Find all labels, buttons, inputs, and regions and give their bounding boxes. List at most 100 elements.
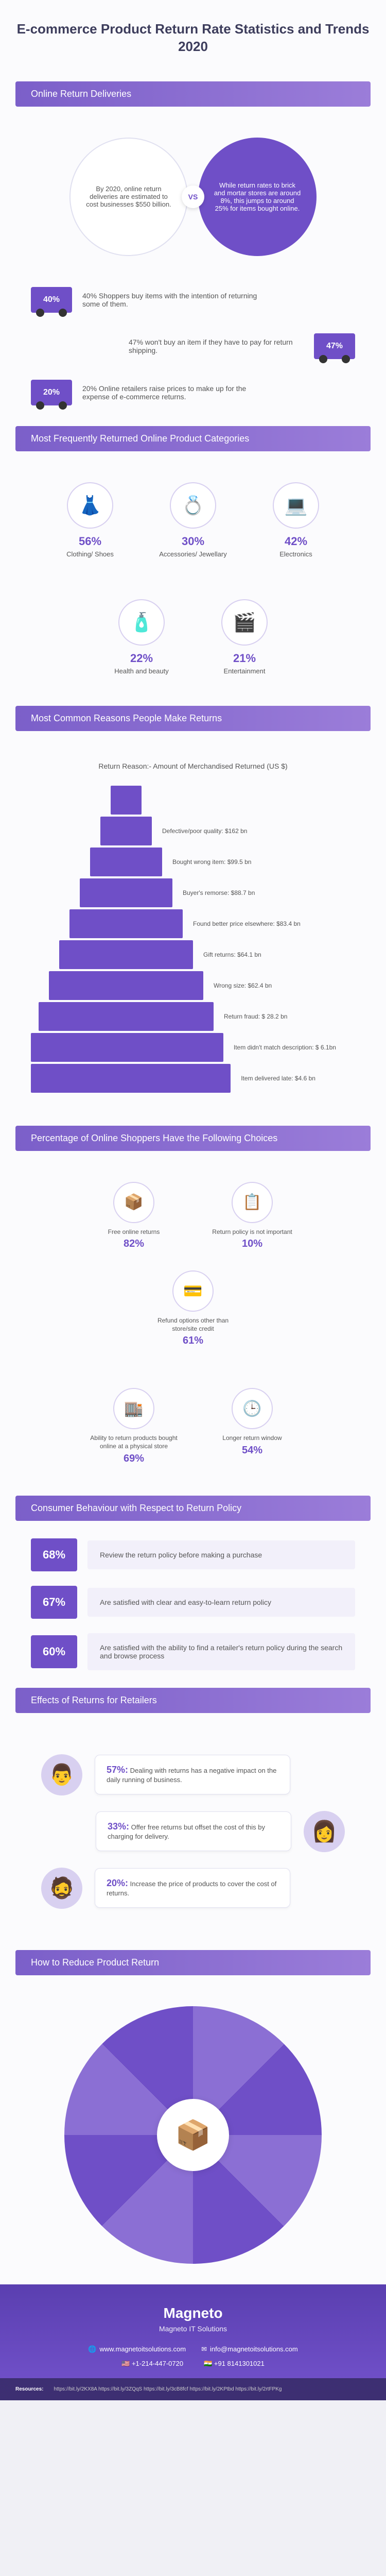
category-pct: 21% [203,652,286,665]
pyramid-row: Gift returns: $64.1 bn [31,940,355,969]
pyramid-label: Wrong size: $62.4 bn [214,982,337,989]
page-title: E-commerce Product Return Rate Statistic… [10,21,376,56]
choice-item: 🏬 Ability to return products bought onli… [85,1388,183,1464]
section-categories-title: Most Frequently Returned Online Product … [15,426,371,451]
behavior-text: Are satisfied with the ability to find a… [87,1633,355,1670]
wheel-slice-label: Transparent and hassle free return polic… [119,2006,170,2008]
choice-label: Longer return window [203,1434,301,1443]
choice-icon: 📦 [113,1182,154,1223]
pyramid-step [31,1033,223,1062]
effect-text: Offer free returns but offset the cost o… [108,1823,265,1840]
truck-row: 47% won't buy an item if they have to pa… [0,323,386,369]
pyramid-step [39,1002,214,1031]
speech-bubble: 20%: Increase the price of products to c… [95,1868,290,1908]
category-icon: 🧴 [118,599,165,646]
categories-grid: 👗 56% Clothing/ Shoes 💍 30% Accessories/ … [0,462,386,696]
choice-item: 🕒 Longer return window 54% [203,1388,301,1464]
category-pct: 56% [49,535,131,548]
category-item: 🧴 22% Health and beauty [100,599,183,675]
choice-pct: 82% [85,1238,183,1250]
pyramid-step [111,786,142,815]
page-header: E-commerce Product Return Rate Statistic… [0,0,386,71]
pyramid-step [31,1064,231,1093]
resource-links: https://bit.ly/2KX8A https://bit.ly/3ZQq… [54,2386,282,2392]
pyramid-row: Bought wrong item: $99.5 bn [31,848,355,876]
category-item: 💍 30% Accessories/ Jewellary [152,482,234,558]
choice-item: 📦 Free online returns 82% [85,1182,183,1250]
avatar-icon: 🧔 [41,1868,82,1909]
category-label: Electronics [255,550,337,558]
vs-circle-left: By 2020, online return deliveries are es… [69,138,188,256]
behavior-pct: 68% [31,1538,77,1571]
section-reduce-title: How to Reduce Product Return [15,1950,371,1975]
effect-pct: 57%: [107,1765,128,1775]
footer-email[interactable]: ✉ info@magnetoitsolutions.com [201,2345,298,2353]
choice-pct: 54% [203,1445,301,1456]
category-icon: 👗 [67,482,113,529]
truck-text: 47% won't buy an item if they have to pa… [129,338,304,354]
pyramid-row: Return fraud: $ 28.2 bn [31,1002,355,1031]
truck-text: 40% Shoppers buy items with the intentio… [82,292,257,308]
pyramid-step [59,940,193,969]
pyramid-row: Item delivered late: $4.6 bn [31,1064,355,1093]
effect-pct: 33%: [108,1821,129,1832]
avatar-icon: 👩 [304,1811,345,1852]
choice-pct: 10% [203,1238,301,1250]
category-icon: 💻 [273,482,319,529]
truck-row: 40% 40% Shoppers buy items with the inten… [0,277,386,323]
vs-circle-right: While return rates to brick and mortar s… [198,138,317,256]
pyramid-row: Found better price elsewhere: $83.4 bn [31,909,355,938]
footer: Magneto Magneto IT Solutions 🌐 www.magne… [0,2284,386,2378]
choice-icon: 📋 [232,1182,273,1223]
avatar-icon: 👨 [41,1754,82,1795]
behavior-row: 67% Are satisfied with clear and easy-to… [0,1579,386,1626]
pyramid-row: Item didn't match description: $ 6.1bn [31,1033,355,1062]
category-item: 👗 56% Clothing/ Shoes [49,482,131,558]
section-effects-title: Effects of Returns for Retailers [15,1688,371,1713]
pyramid-label: Return fraud: $ 28.2 bn [224,1013,347,1020]
pyramid-label: Gift returns: $64.1 bn [203,951,327,958]
footer-phone-in[interactable]: 🇮🇳 +91 8141301021 [204,2360,265,2368]
truck-row: 20%20% Online retailers raise prices to … [0,369,386,416]
category-item: 🎬 21% Entertainment [203,599,286,675]
behavior-text: Are satisfied with clear and easy-to-lea… [87,1588,355,1617]
category-label: Clothing/ Shoes [49,550,131,558]
pyramid-caption: Return Reason:- Amount of Merchandised R… [31,762,355,770]
choice-label: Ability to return products bought online… [85,1434,183,1450]
effect-row: 👨 57%: Dealing with returns has a negati… [41,1754,345,1795]
pyramid-label: Defective/poor quality: $162 bn [162,827,286,835]
behavior-pct: 60% [31,1635,77,1668]
truck-text: 20% Online retailers raise prices to mak… [82,384,257,401]
pyramid-row [31,786,355,815]
behavior-row: 68% Review the return policy before maki… [0,1531,386,1579]
pyramid-step [49,971,203,1000]
behavior-text: Review the return policy before making a… [87,1540,355,1569]
choice-icon: 🏬 [113,1388,154,1429]
choice-item: 💳 Refund options other than store/site c… [144,1270,242,1347]
choice-label: Free online returns [85,1228,183,1236]
category-item: 💻 42% Electronics [255,482,337,558]
pyramid-step [80,878,172,907]
effect-row: 👩 33%: Offer free returns but offset the… [41,1811,345,1852]
section-behavior-title: Consumer Behaviour with Respect to Retur… [15,1496,371,1521]
pyramid-label: Found better price elsewhere: $83.4 bn [193,920,317,927]
pyramid-row: Defective/poor quality: $162 bn [31,817,355,845]
pyramid-step [100,817,152,845]
footer-website[interactable]: 🌐 www.magnetoitsolutions.com [88,2345,186,2353]
category-icon: 💍 [170,482,216,529]
truck-icon: 40% [31,287,72,313]
effect-row: 🧔 20%: Increase the price of products to… [41,1868,345,1909]
pyramid-row: Wrong size: $62.4 bn [31,971,355,1000]
footer-phone-us[interactable]: 🇺🇸 +1-214-447-0720 [121,2360,183,2368]
reduce-wheel: Transparent and hassle free return polic… [64,2006,322,2264]
vs-badge: VS [182,185,204,208]
speech-bubble: 57%: Dealing with returns has a negative… [95,1755,290,1794]
section-choices-title: Percentage of Online Shoppers Have the F… [15,1126,371,1151]
effects-list: 👨 57%: Dealing with returns has a negati… [0,1723,386,1940]
effect-pct: 20%: [107,1878,128,1888]
resources-label: Resources: [15,2386,43,2392]
reduce-section: Transparent and hassle free return polic… [0,1986,386,2284]
pyramid-step [90,848,162,876]
choice-icon: 💳 [172,1270,214,1312]
pyramid-step [69,909,183,938]
